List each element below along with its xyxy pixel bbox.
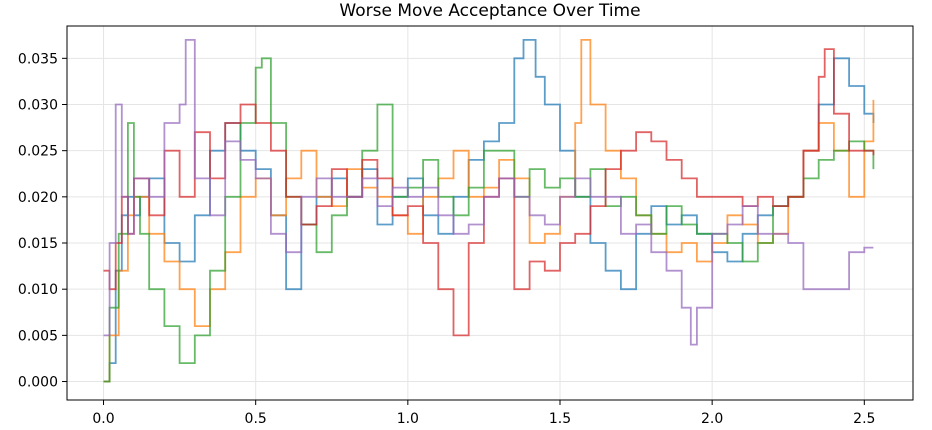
y-tick-label: 0.010 bbox=[18, 282, 58, 298]
y-tick-label: 0.030 bbox=[18, 97, 58, 113]
y-tick-label: 0.020 bbox=[18, 190, 58, 206]
x-tick-label: 2.5 bbox=[853, 411, 875, 427]
x-tick-label: 0.0 bbox=[92, 411, 114, 427]
chart-title: Worse Move Acceptance Over Time bbox=[339, 1, 640, 21]
x-tick-label: 2.0 bbox=[701, 411, 723, 427]
y-tick-label: 0.005 bbox=[18, 328, 58, 344]
grid bbox=[67, 26, 913, 400]
x-axis: 0.0 0.5 1.0 1.5 2.0 2.5 bbox=[92, 400, 875, 427]
y-tick-label: 0.025 bbox=[18, 144, 58, 160]
y-tick-label: 0.035 bbox=[18, 51, 58, 67]
x-tick-label: 1.0 bbox=[397, 411, 419, 427]
series-line-4 bbox=[103, 48, 875, 337]
y-tick-label: 0.000 bbox=[18, 375, 58, 391]
axes-frame bbox=[66, 25, 914, 401]
series-line-5 bbox=[103, 39, 874, 346]
x-tick-label: 1.5 bbox=[549, 411, 571, 427]
y-axis: 0.000 0.005 0.010 0.015 0.020 0.025 0.030 0.035 bbox=[18, 51, 67, 391]
x-tick-label: 0.5 bbox=[245, 411, 267, 427]
y-tick-label: 0.015 bbox=[18, 236, 58, 252]
series-group bbox=[103, 39, 875, 383]
